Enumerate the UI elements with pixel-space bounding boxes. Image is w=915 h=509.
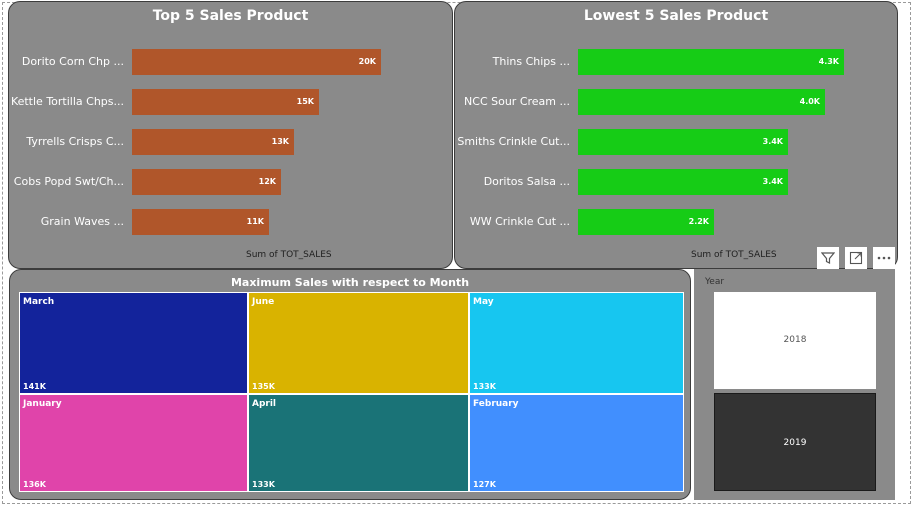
bar-value-label: 11K — [246, 217, 264, 226]
bar-category-label: Dorito Corn Chp ... — [21, 55, 124, 68]
year-slicer-title: Year — [705, 277, 725, 287]
year-option-label: 2019 — [783, 438, 807, 448]
focus-mode-button[interactable] — [845, 247, 867, 269]
bar-value-label: 13K — [271, 137, 289, 146]
low5-chart-title: Lowest 5 Sales Product — [583, 8, 769, 24]
bar[interactable]: 11K — [132, 209, 269, 235]
bar[interactable]: 2.2K — [578, 209, 714, 235]
treemap-tile-april[interactable]: April 133K — [248, 394, 469, 492]
tile-value-label: 135K — [252, 382, 275, 391]
tile-month-label: March — [23, 297, 55, 307]
treemap-panel[interactable]: Maximum Sales with respect to Month Marc… — [9, 269, 691, 500]
tile-month-label: January — [23, 399, 62, 409]
treemap-tile-may[interactable]: May 133K — [469, 292, 684, 394]
bar[interactable]: 12K — [132, 169, 281, 195]
bar-category-label: Doritos Salsa ... — [483, 175, 570, 188]
bar-value-label: 15K — [296, 97, 314, 106]
filter-button[interactable] — [817, 247, 839, 269]
bar[interactable]: 3.4K — [578, 129, 788, 155]
top5-chart-panel[interactable]: Top 5 Sales Product Dorito Corn Chp ... 2… — [8, 1, 453, 269]
tile-value-label: 141K — [23, 382, 46, 391]
bar-value-label: 3.4K — [762, 177, 783, 186]
bar-category-label: Tyrrells Crisps C... — [26, 135, 124, 148]
bar-value-label: 2.2K — [688, 217, 709, 226]
bar-category-label: Thins Chips ... — [492, 55, 570, 68]
bar[interactable]: 3.4K — [578, 169, 788, 195]
tile-month-label: April — [252, 399, 277, 409]
bar[interactable]: 4.0K — [578, 89, 825, 115]
bar-category-label: WW Crinkle Cut ... — [469, 215, 570, 228]
bar-category-label: Smiths Crinkle Cut... — [457, 135, 570, 148]
tile-value-label: 133K — [473, 382, 496, 391]
tile-month-label: February — [473, 399, 519, 409]
bar-category-label: Kettle Tortilla Chps... — [10, 95, 124, 108]
tile-value-label: 133K — [252, 480, 275, 489]
filter-icon — [821, 252, 835, 264]
treemap-tile-march[interactable]: March 141K — [19, 292, 248, 394]
more-options-icon — [877, 256, 891, 260]
year-option-2019[interactable]: 2019 — [714, 393, 876, 491]
tile-value-label: 127K — [473, 480, 496, 489]
tile-month-label: May — [473, 297, 494, 307]
bar[interactable]: 20K — [132, 49, 381, 75]
treemap-title: Maximum Sales with respect to Month — [230, 276, 470, 289]
bar[interactable]: 15K — [132, 89, 319, 115]
bar-value-label: 4.3K — [818, 57, 839, 66]
dashboard-canvas — [2, 2, 911, 504]
focus-mode-icon — [849, 251, 863, 265]
year-slicer[interactable]: Year 2018 2019 — [694, 269, 895, 500]
bar[interactable]: 13K — [132, 129, 294, 155]
bar[interactable]: 4.3K — [578, 49, 844, 75]
treemap-tile-february[interactable]: February 127K — [469, 394, 684, 492]
year-option-label: 2018 — [783, 335, 807, 345]
top5-chart-title: Top 5 Sales Product — [152, 8, 309, 24]
tile-value-label: 136K — [23, 480, 46, 489]
treemap-tile-january[interactable]: January 136K — [19, 394, 248, 492]
bar-value-label: 20K — [358, 57, 376, 66]
more-options-button[interactable] — [873, 247, 895, 269]
bar-value-label: 4.0K — [799, 97, 820, 106]
bar-value-label: 12K — [258, 177, 276, 186]
tile-month-label: June — [252, 297, 275, 307]
bar-category-label: NCC Sour Cream ... — [464, 95, 570, 108]
top5-axis-label: Sum of TOT_SALES — [246, 250, 332, 260]
bar-category-label: Cobs Popd Swt/Ch... — [13, 175, 124, 188]
low5-axis-label: Sum of TOT_SALES — [691, 250, 777, 260]
bar-value-label: 3.4K — [762, 137, 783, 146]
bar-category-label: Grain Waves ... — [40, 215, 124, 228]
treemap-tile-june[interactable]: June 135K — [248, 292, 469, 394]
low5-chart-panel[interactable]: Lowest 5 Sales Product Thins Chips ... 4.… — [454, 1, 898, 269]
year-option-2018[interactable]: 2018 — [714, 292, 876, 389]
